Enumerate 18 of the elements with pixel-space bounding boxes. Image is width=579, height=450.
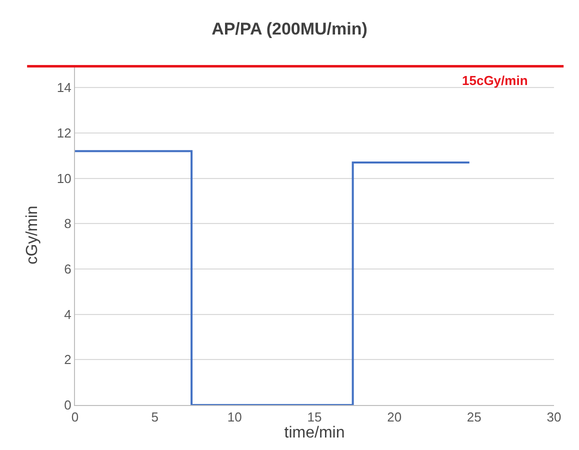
y-tick-label: 8 — [64, 216, 72, 232]
y-tick-label: 6 — [64, 262, 72, 277]
ref-line-label: 15cGy/min — [462, 73, 528, 88]
x-tick-label: 5 — [151, 410, 158, 425]
x-tick-label: 10 — [227, 410, 242, 425]
y-tick-label: 12 — [56, 126, 72, 141]
y-tick-label: 14 — [56, 80, 72, 96]
chart-title: AP/PA (200MU/min) — [212, 19, 368, 38]
x-tick-label: 15 — [307, 410, 322, 425]
y-tick-label: 10 — [56, 170, 72, 186]
x-tick-label: 25 — [466, 410, 482, 425]
x-tick-label: 30 — [546, 410, 562, 425]
x-axis-title: time/min — [284, 424, 345, 442]
x-tick-label: 20 — [387, 410, 402, 425]
y-tick-label: 0 — [64, 398, 72, 413]
y-tick-label: 2 — [64, 352, 72, 368]
y-tick-label: 4 — [64, 306, 72, 322]
y-axis-title: cGy/min — [24, 206, 41, 264]
